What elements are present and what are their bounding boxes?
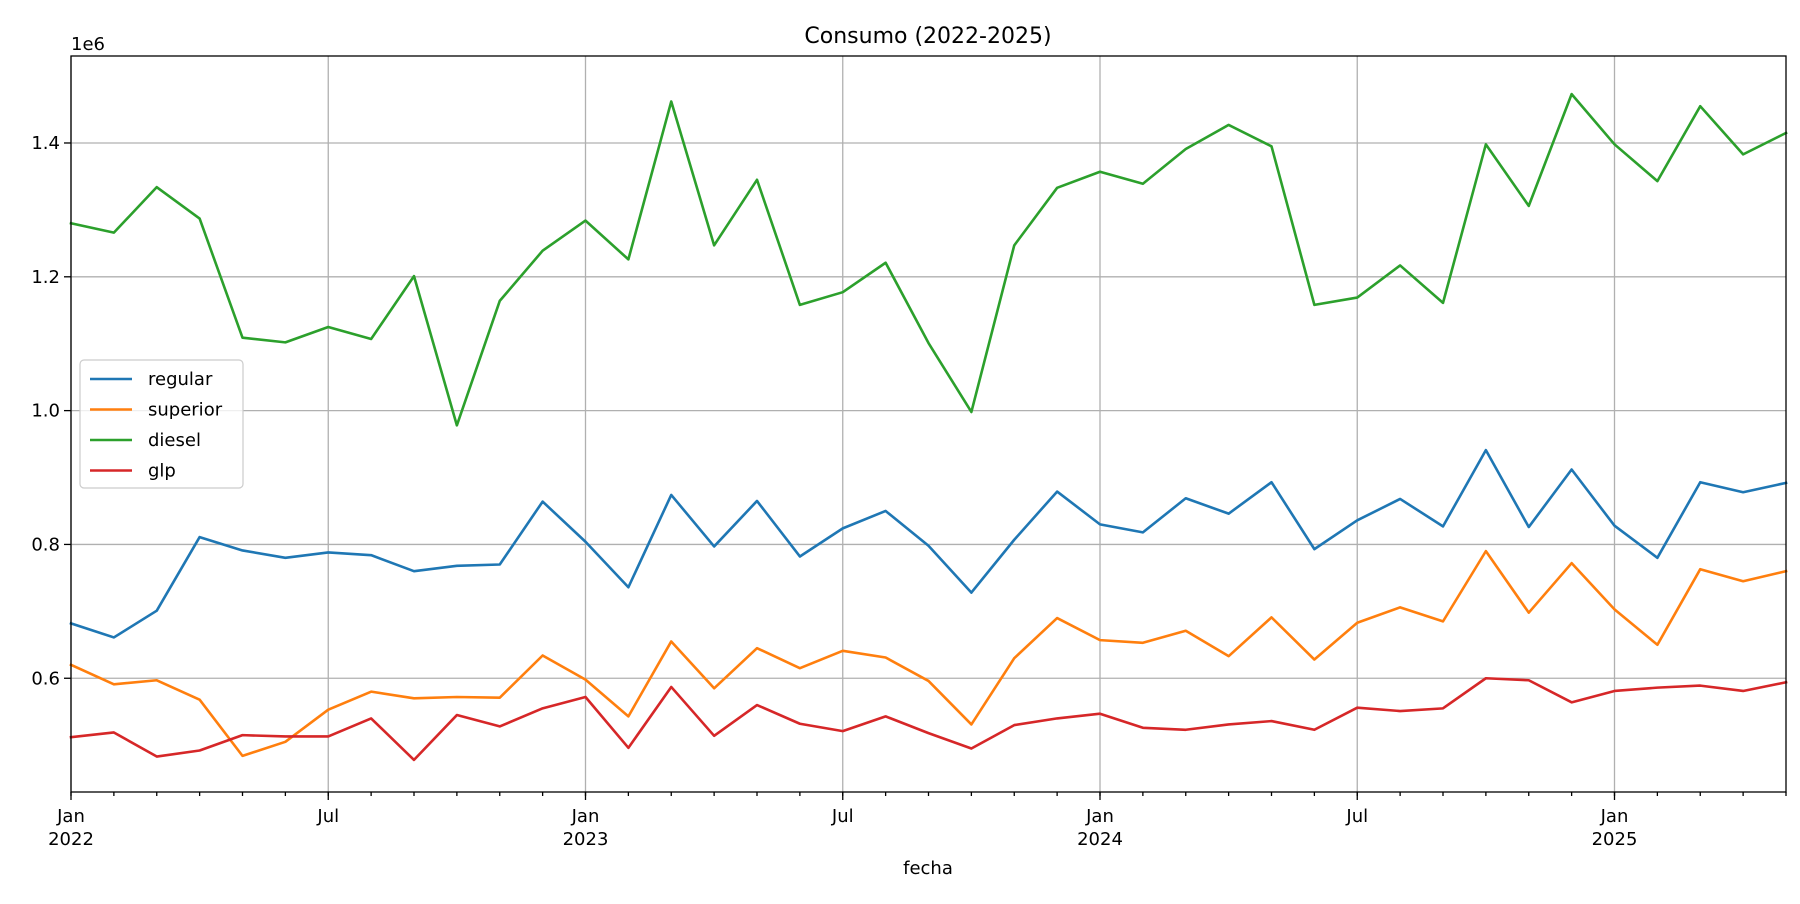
x-tick-year-label: 2024 bbox=[1077, 829, 1123, 850]
x-axis-label: fecha bbox=[903, 858, 953, 879]
legend-label-glp: glp bbox=[148, 461, 176, 482]
x-tick-label: Jan bbox=[56, 806, 85, 827]
legend-label-diesel: diesel bbox=[148, 430, 201, 451]
legend: regular superior diesel glp bbox=[79, 359, 244, 489]
series-lines bbox=[69, 92, 1788, 762]
x-tick-year-label: 2023 bbox=[563, 829, 609, 850]
x-tick-year-label: 2025 bbox=[1592, 829, 1638, 850]
x-tick-label: Jul bbox=[316, 806, 339, 827]
y-tick-label: 1.2 bbox=[31, 267, 60, 288]
legend-label-regular: regular bbox=[148, 369, 213, 390]
y-tick-label: 0.6 bbox=[31, 668, 60, 689]
x-tick-label: Jul bbox=[1345, 806, 1368, 827]
legend-label-superior: superior bbox=[148, 400, 223, 421]
chart-title: Consumo (2022-2025) bbox=[804, 24, 1051, 49]
series-line-diesel bbox=[69, 92, 1788, 427]
x-tick-year-label: 2022 bbox=[48, 829, 94, 850]
x-tick-label: Jan bbox=[571, 806, 600, 827]
y-tick-label: 0.8 bbox=[31, 534, 60, 555]
y-tick-label: 1.0 bbox=[31, 401, 60, 422]
series-line-regular bbox=[69, 448, 1788, 639]
legend-box bbox=[79, 359, 244, 489]
series-line-superior bbox=[69, 549, 1788, 758]
x-tick-label: Jan bbox=[1600, 806, 1629, 827]
y-axis-offset-label: 1e6 bbox=[71, 34, 105, 55]
series-line-glp bbox=[69, 676, 1788, 762]
x-tick-label: Jan bbox=[1085, 806, 1114, 827]
y-tick-label: 1.4 bbox=[31, 133, 60, 154]
x-tick-label: Jul bbox=[831, 806, 854, 827]
